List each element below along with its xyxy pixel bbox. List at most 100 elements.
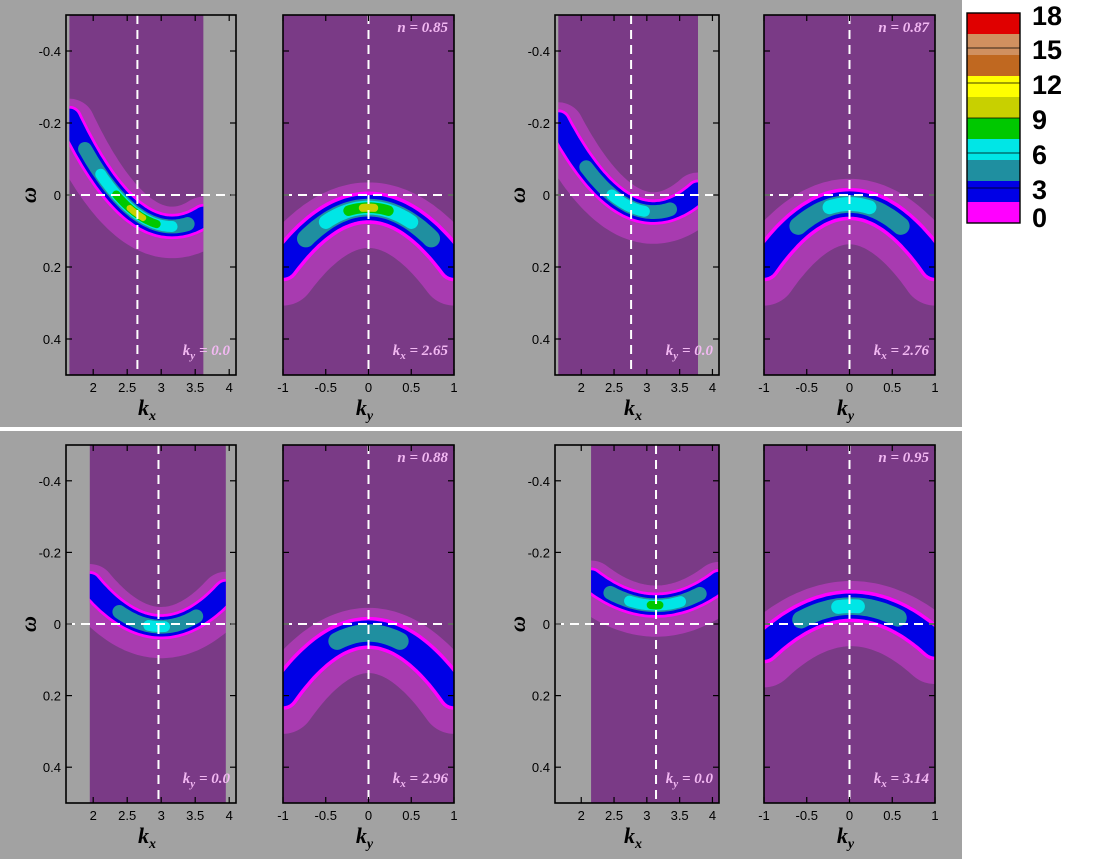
colorbar-tick-label-0: 18 [1032, 1, 1062, 31]
colorbar-level-9 [967, 13, 1020, 34]
y-tick-label-p7-1: -0.2 [528, 545, 550, 560]
colorbar-level-5 [967, 97, 1020, 118]
panel-p3: -0.4 -0.2 0 0.2 0.4 2 2.5 3 3.5 4 k x ω ky = 0.0 [505, 14, 720, 424]
y-axis-label-p7: ω [505, 616, 530, 632]
momentum-annotation-symbol-p1: k [183, 343, 191, 359]
y-tick-label-p5-0: -0.4 [39, 474, 61, 489]
y-tick-label-p1-1: -0.2 [39, 116, 61, 131]
colorbar-level-7 [967, 55, 1020, 76]
momentum-annotation-sub-p6: x [399, 778, 406, 790]
y-tick-label-p5-2: 0 [54, 617, 61, 632]
x-tick-label-p4-3: 0.5 [883, 380, 901, 395]
x-axis-label-sub-p4: y [846, 409, 855, 424]
momentum-annotation-symbol-p5: k [183, 771, 191, 787]
colorbar-tick-label-3: 9 [1032, 105, 1047, 135]
momentum-annotation-p8: kx = 3.14 [874, 771, 930, 790]
colorbar-level-0 [967, 202, 1020, 223]
x-tick-label-p7-0: 2 [578, 808, 585, 823]
colorbar-tick-label-2: 12 [1032, 70, 1062, 100]
x-tick-label-p2-0: -1 [277, 380, 289, 395]
x-tick-label-p6-0: -1 [277, 808, 289, 823]
spectral-band-p3 [558, 102, 699, 244]
momentum-annotation-p6: kx = 2.96 [393, 771, 449, 790]
y-tick-label-p1-3: 0.2 [43, 260, 61, 275]
x-tick-label-p8-2: 0 [846, 808, 853, 823]
x-tick-label-p5-1: 2.5 [118, 808, 136, 823]
y-axis-label-p3: ω [505, 187, 530, 203]
momentum-annotation-sub-p5: y [188, 778, 195, 790]
x-tick-label-p6-1: -0.5 [315, 808, 337, 823]
x-tick-label-p7-1: 2.5 [605, 808, 623, 823]
panel-p1: -0.4 -0.2 0 0.2 0.4 2 2.5 3 3.5 4 k x ω ky = 0.0 [16, 14, 237, 424]
x-axis-label-sub-p7: x [634, 837, 642, 852]
band-level-p5-3 [143, 619, 171, 633]
momentum-annotation-value-p8: = 3.14 [887, 771, 930, 787]
momentum-annotation-p3: ky = 0.0 [666, 343, 714, 362]
panel-p7: -0.4 -0.2 0 0.2 0.4 2 2.5 3 3.5 4 k x ω ky = 0.0 [505, 444, 720, 852]
y-axis-label-p1: ω [16, 187, 41, 203]
data-region-p1 [69, 15, 204, 375]
x-tick-label-p5-2: 3 [158, 808, 165, 823]
y-tick-label-p5-3: 0.2 [43, 689, 61, 704]
colorbar-level-2 [967, 160, 1020, 181]
x-tick-label-p3-2: 3 [643, 380, 650, 395]
momentum-annotation-value-p1: = 0.0 [195, 343, 230, 359]
x-tick-label-p1-4: 4 [226, 380, 233, 395]
y-tick-label-p3-4: 0.4 [532, 332, 550, 347]
momentum-annotation-symbol-p6: k [393, 771, 401, 787]
x-tick-label-p2-2: 0 [365, 380, 372, 395]
colorbar-tick-label-6: 0 [1032, 203, 1047, 233]
x-tick-label-p8-3: 0.5 [883, 808, 901, 823]
x-tick-label-p1-1: 2.5 [118, 380, 136, 395]
y-tick-label-p7-0: -0.4 [528, 474, 550, 489]
momentum-annotation-p2: kx = 2.65 [393, 343, 449, 362]
momentum-annotation-symbol-p8: k [874, 771, 882, 787]
colorbar-level-8 [967, 34, 1020, 55]
colorbar-level-6 [967, 76, 1020, 97]
momentum-annotation-value-p6: = 2.96 [406, 771, 449, 787]
momentum-annotation-symbol-p2: k [393, 343, 401, 359]
momentum-annotation-value-p7: = 0.0 [678, 771, 713, 787]
momentum-annotation-symbol-p7: k [666, 771, 674, 787]
y-tick-label-p3-1: -0.2 [528, 116, 550, 131]
x-tick-label-p8-4: 1 [931, 808, 938, 823]
band-level-p3-3 [606, 189, 650, 217]
y-tick-label-p3-2: 0 [543, 188, 550, 203]
x-tick-label-p2-4: 1 [450, 380, 457, 395]
momentum-annotation-value-p2: = 2.65 [406, 343, 449, 359]
x-tick-label-p3-0: 2 [578, 380, 585, 395]
momentum-annotation-p4: kx = 2.76 [874, 343, 930, 362]
x-tick-label-p2-3: 0.5 [402, 380, 420, 395]
momentum-annotation-symbol-p3: k [666, 343, 674, 359]
momentum-annotation-sub-p4: x [880, 350, 887, 362]
panel-p2: -1 -0.5 0 0.5 1 k y n = 0.85 kx = 2.65 [277, 14, 458, 424]
y-axis-label-p5: ω [16, 616, 41, 632]
x-tick-label-p7-4: 4 [709, 808, 716, 823]
x-tick-label-p3-3: 3.5 [671, 380, 689, 395]
colorbar-level-1 [967, 181, 1020, 202]
x-axis-label-sub-p2: y [365, 409, 374, 424]
y-tick-label-p7-3: 0.2 [532, 689, 550, 704]
x-tick-label-p8-0: -1 [758, 808, 770, 823]
colorbar-tick-label-5: 3 [1032, 175, 1047, 205]
x-tick-label-p1-0: 2 [90, 380, 97, 395]
x-axis-label-sub-p1: x [148, 409, 156, 424]
density-annotation-p4: n = 0.87 [878, 20, 929, 36]
momentum-annotation-sub-p7: y [671, 778, 678, 790]
panel-p8: -1 -0.5 0 0.5 1 k y n = 0.95 kx = 3.14 [758, 444, 939, 852]
colorbar-level-4 [967, 118, 1020, 139]
density-annotation-p8: n = 0.95 [878, 450, 929, 466]
momentum-annotation-sub-p3: y [671, 350, 678, 362]
x-axis-label-sub-p3: x [634, 409, 642, 424]
x-tick-label-p7-3: 3.5 [671, 808, 689, 823]
momentum-annotation-p5: ky = 0.0 [183, 771, 231, 790]
colorbar-level-3 [967, 139, 1020, 160]
y-tick-label-p7-4: 0.4 [532, 760, 550, 775]
x-tick-label-p2-1: -0.5 [315, 380, 337, 395]
x-axis-label-sub-p8: y [846, 837, 855, 852]
x-tick-label-p7-2: 3 [643, 808, 650, 823]
band-level-p6-2 [328, 624, 409, 650]
x-tick-label-p4-1: -0.5 [796, 380, 818, 395]
momentum-annotation-value-p5: = 0.0 [195, 771, 230, 787]
